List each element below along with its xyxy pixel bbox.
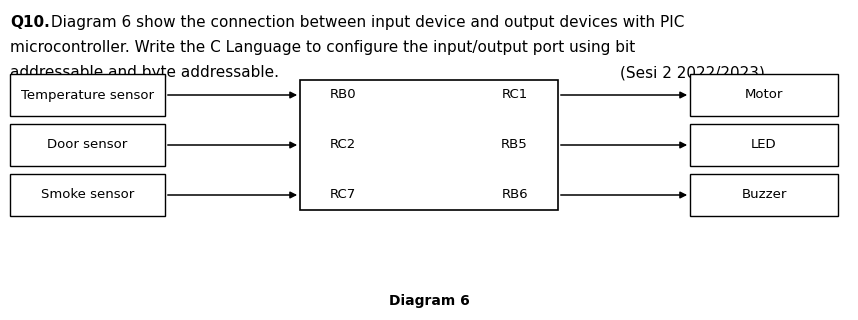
Bar	[300, 80, 558, 210]
Text: RC2: RC2	[330, 139, 356, 151]
Text: Motor: Motor	[745, 89, 783, 101]
Text: Q10.: Q10.	[10, 15, 50, 30]
Text: Diagram 6: Diagram 6	[389, 294, 469, 308]
Bar	[690, 124, 838, 166]
Text: RB6: RB6	[501, 188, 528, 202]
Text: RB0: RB0	[330, 89, 357, 101]
Text: microcontroller. Write the C Language to configure the input/output port using b: microcontroller. Write the C Language to…	[10, 40, 635, 55]
Text: addressable and byte addressable.: addressable and byte addressable.	[10, 65, 279, 80]
Text: LED: LED	[752, 139, 776, 151]
Text: Buzzer: Buzzer	[741, 188, 787, 202]
Text: Temperature sensor: Temperature sensor	[21, 89, 154, 101]
Bar	[690, 74, 838, 116]
Bar	[10, 74, 165, 116]
Text: RC1: RC1	[502, 89, 528, 101]
Text: RC7: RC7	[330, 188, 356, 202]
Bar	[10, 174, 165, 216]
Text: Diagram 6 show the connection between input device and output devices with PIC: Diagram 6 show the connection between in…	[46, 15, 685, 30]
Text: Door sensor: Door sensor	[47, 139, 128, 151]
Bar	[10, 124, 165, 166]
Text: Smoke sensor: Smoke sensor	[41, 188, 134, 202]
Bar	[690, 174, 838, 216]
Text: RB5: RB5	[501, 139, 528, 151]
Text: (Sesi 2 2022/2023): (Sesi 2 2022/2023)	[620, 65, 764, 80]
